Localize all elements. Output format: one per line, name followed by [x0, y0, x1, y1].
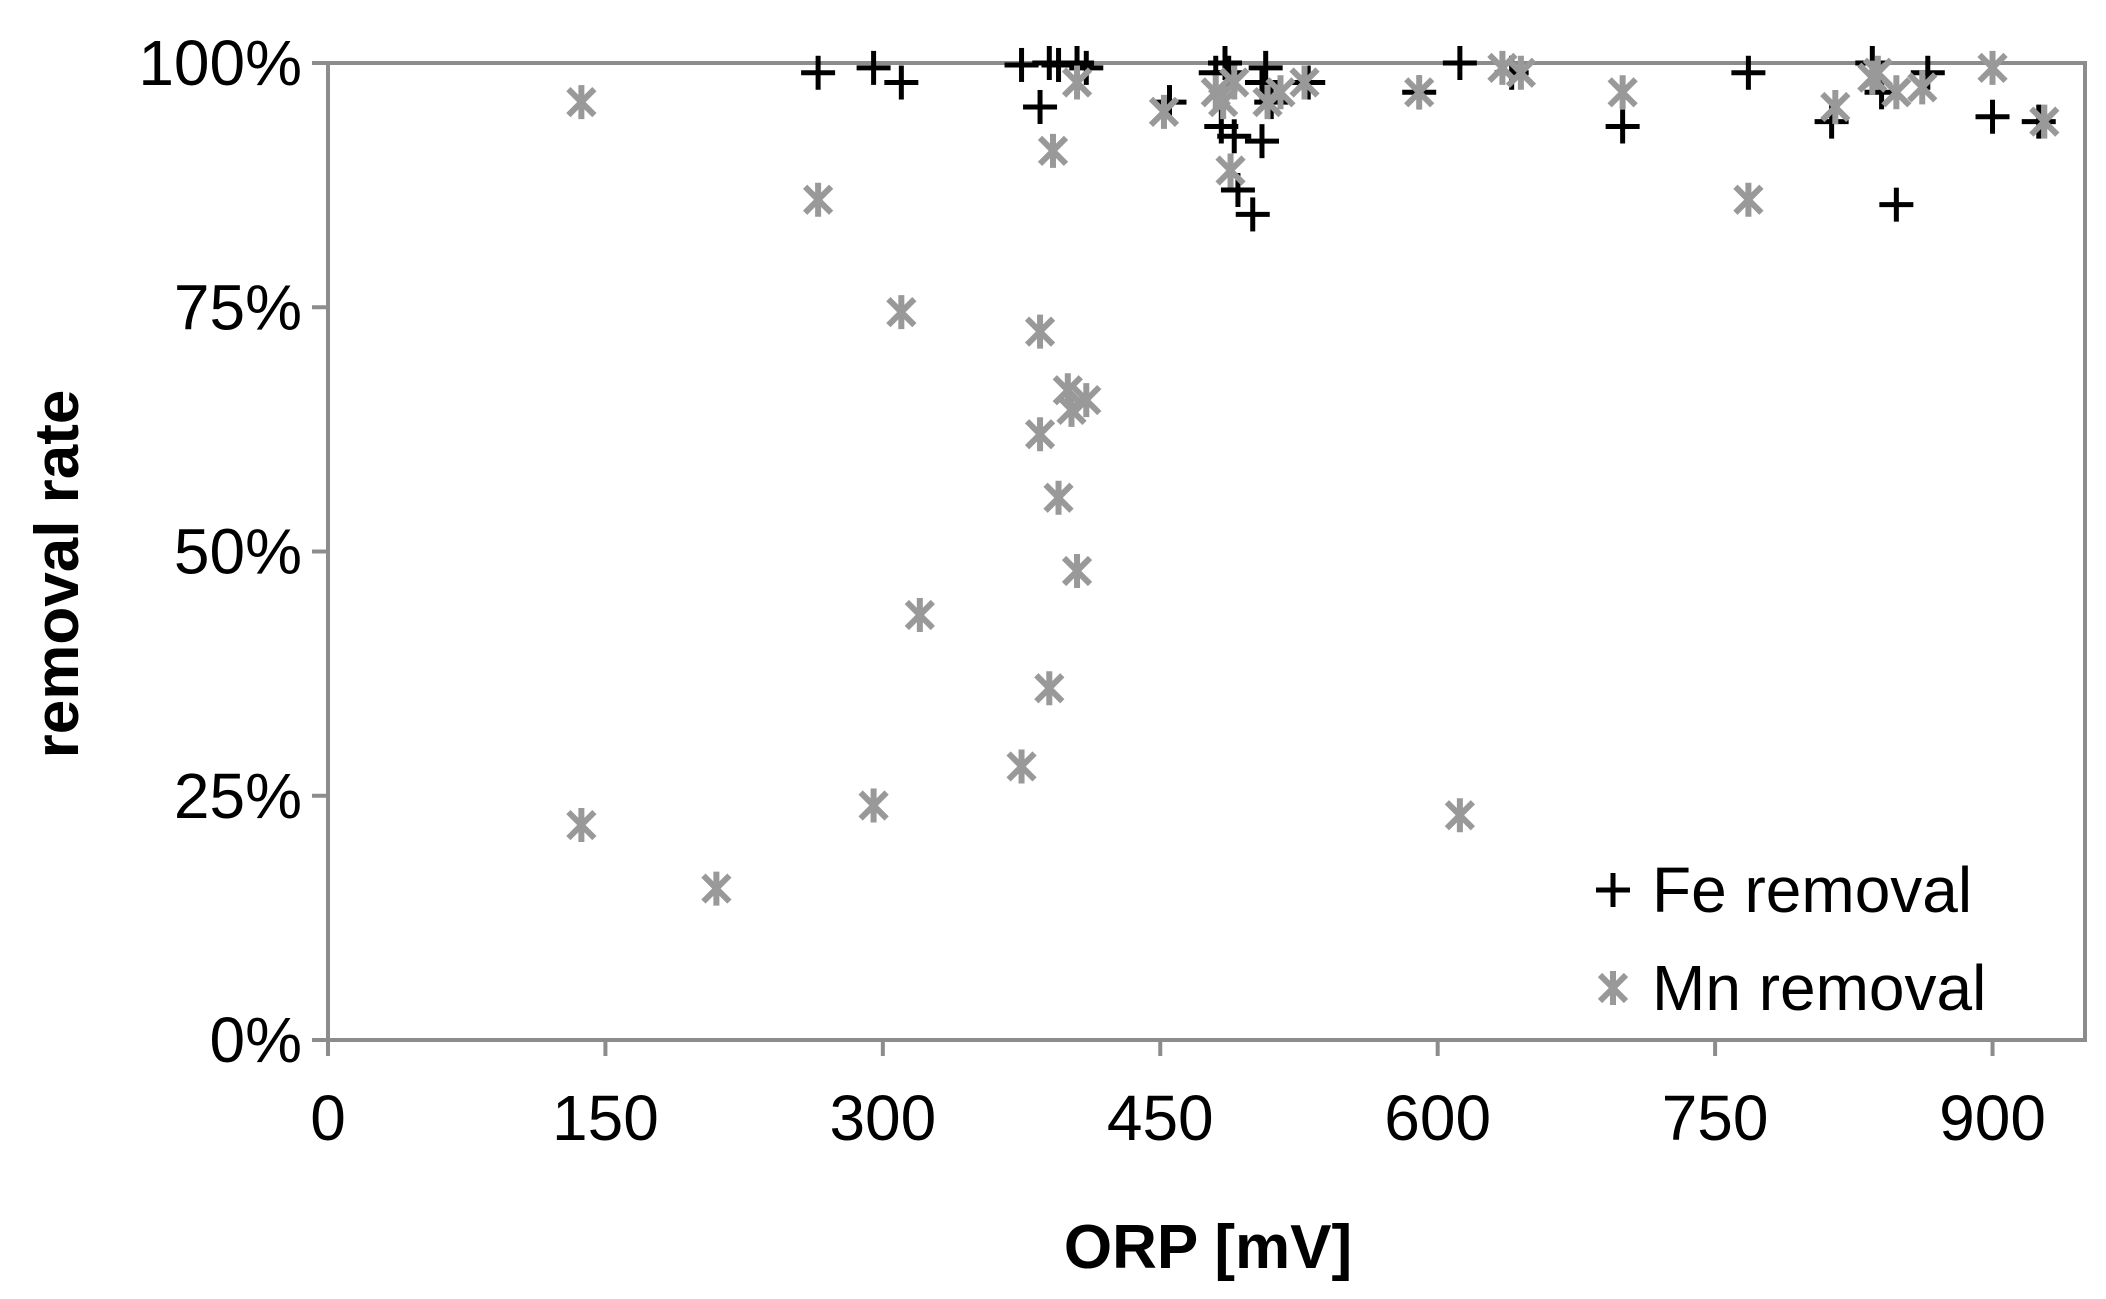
- mn-removal-point: [1024, 314, 1056, 349]
- mn-removal-point: [1607, 75, 1638, 110]
- mn-removal-series: [566, 50, 2060, 906]
- mn-removal-point: [1043, 480, 1074, 515]
- fe-removal-point: [856, 50, 891, 85]
- fe-removal-point: [1879, 187, 1914, 222]
- y-tick-label: 25%: [174, 760, 302, 832]
- fe-removal-point: [1442, 46, 1477, 80]
- x-tick-label: 300: [829, 1082, 936, 1154]
- mn-removal-point: [1148, 94, 1180, 129]
- mn-removal-point: [904, 598, 935, 633]
- mn-removal-point: [2029, 104, 2060, 139]
- fe-removal-point: [1244, 124, 1279, 159]
- fe-removal-point: [1217, 119, 1252, 154]
- fe-removal-point: [1248, 50, 1283, 85]
- x-tick-label: 900: [1939, 1082, 2046, 1154]
- mn-removal-point: [1289, 65, 1320, 100]
- mn-removal-point: [1034, 671, 1065, 706]
- mn-removal-point: [1061, 554, 1093, 589]
- mn-removal-point: [1071, 383, 1102, 418]
- mn-removal-point: [1881, 75, 1912, 110]
- y-tick-label: 0%: [210, 1004, 303, 1076]
- mn-removal-point: [1977, 50, 2008, 85]
- mn-removal-point: [1505, 55, 1537, 90]
- mn-removal-point: [1907, 70, 1938, 105]
- mn-removal-point: [1404, 75, 1435, 110]
- mn-removal-point: [1820, 89, 1851, 124]
- x-tick-label: 450: [1107, 1082, 1214, 1154]
- y-tick-label: 75%: [174, 271, 302, 343]
- fe-removal-point: [1605, 109, 1640, 144]
- x-tick-label: 0: [310, 1082, 346, 1154]
- mn-removal-point: [566, 808, 597, 843]
- mn-removal-point: [1219, 65, 1250, 100]
- mn-removal-point: [1444, 798, 1475, 833]
- legend-item-mn: Mn removal: [1597, 952, 1986, 1024]
- legend-marker-plus-icon: [1596, 873, 1630, 907]
- mn-removal-point: [566, 85, 597, 120]
- fe-removal-point: [2021, 104, 2056, 139]
- axis-tick-labels: 0 150 300 450 600 750 900 0% 25% 50% 75% 100%: [138, 27, 2046, 1154]
- y-axis-title: removal rate: [23, 390, 92, 759]
- mn-removal-point: [1024, 417, 1056, 452]
- legend-fe-marker-shape: [1596, 873, 1630, 907]
- x-tick-label: 600: [1384, 1082, 1491, 1154]
- x-tick-label: 750: [1662, 1082, 1769, 1154]
- legend-label-fe: Fe removal: [1652, 854, 1972, 926]
- legend-item-fe: Fe removal: [1596, 854, 1972, 926]
- x-axis-title: ORP [mV]: [1064, 1213, 1352, 1282]
- legend-mn-marker-shape: [1597, 971, 1629, 1005]
- legend: Fe removal Mn removal: [1596, 854, 1986, 1024]
- fe-removal-point: [1023, 89, 1058, 124]
- x-tick-label: 150: [552, 1082, 659, 1154]
- axis-ticks: [312, 61, 1995, 1056]
- mn-removal-point: [1215, 153, 1246, 188]
- mn-removal-point: [1056, 392, 1087, 427]
- mn-removal-point: [1061, 65, 1093, 100]
- y-tick-label: 100%: [138, 27, 302, 99]
- mn-removal-point: [1006, 749, 1037, 784]
- fe-removal-point: [1731, 55, 1766, 90]
- mn-removal-point: [1037, 133, 1069, 168]
- mn-removal-point: [1733, 182, 1764, 217]
- mn-removal-point: [858, 788, 889, 823]
- mn-removal-point: [802, 182, 834, 217]
- fe-removal-point: [1235, 197, 1270, 232]
- fe-removal-point: [801, 55, 836, 90]
- mn-removal-point: [1265, 75, 1296, 110]
- legend-marker-asterisk-icon: [1597, 971, 1629, 1005]
- fe-removal-point: [884, 65, 919, 100]
- mn-removal-point: [701, 871, 732, 906]
- y-tick-label: 50%: [174, 516, 302, 588]
- mn-removal-point: [886, 295, 917, 330]
- fe-removal-point: [1975, 99, 2010, 134]
- legend-label-mn: Mn removal: [1652, 952, 1986, 1024]
